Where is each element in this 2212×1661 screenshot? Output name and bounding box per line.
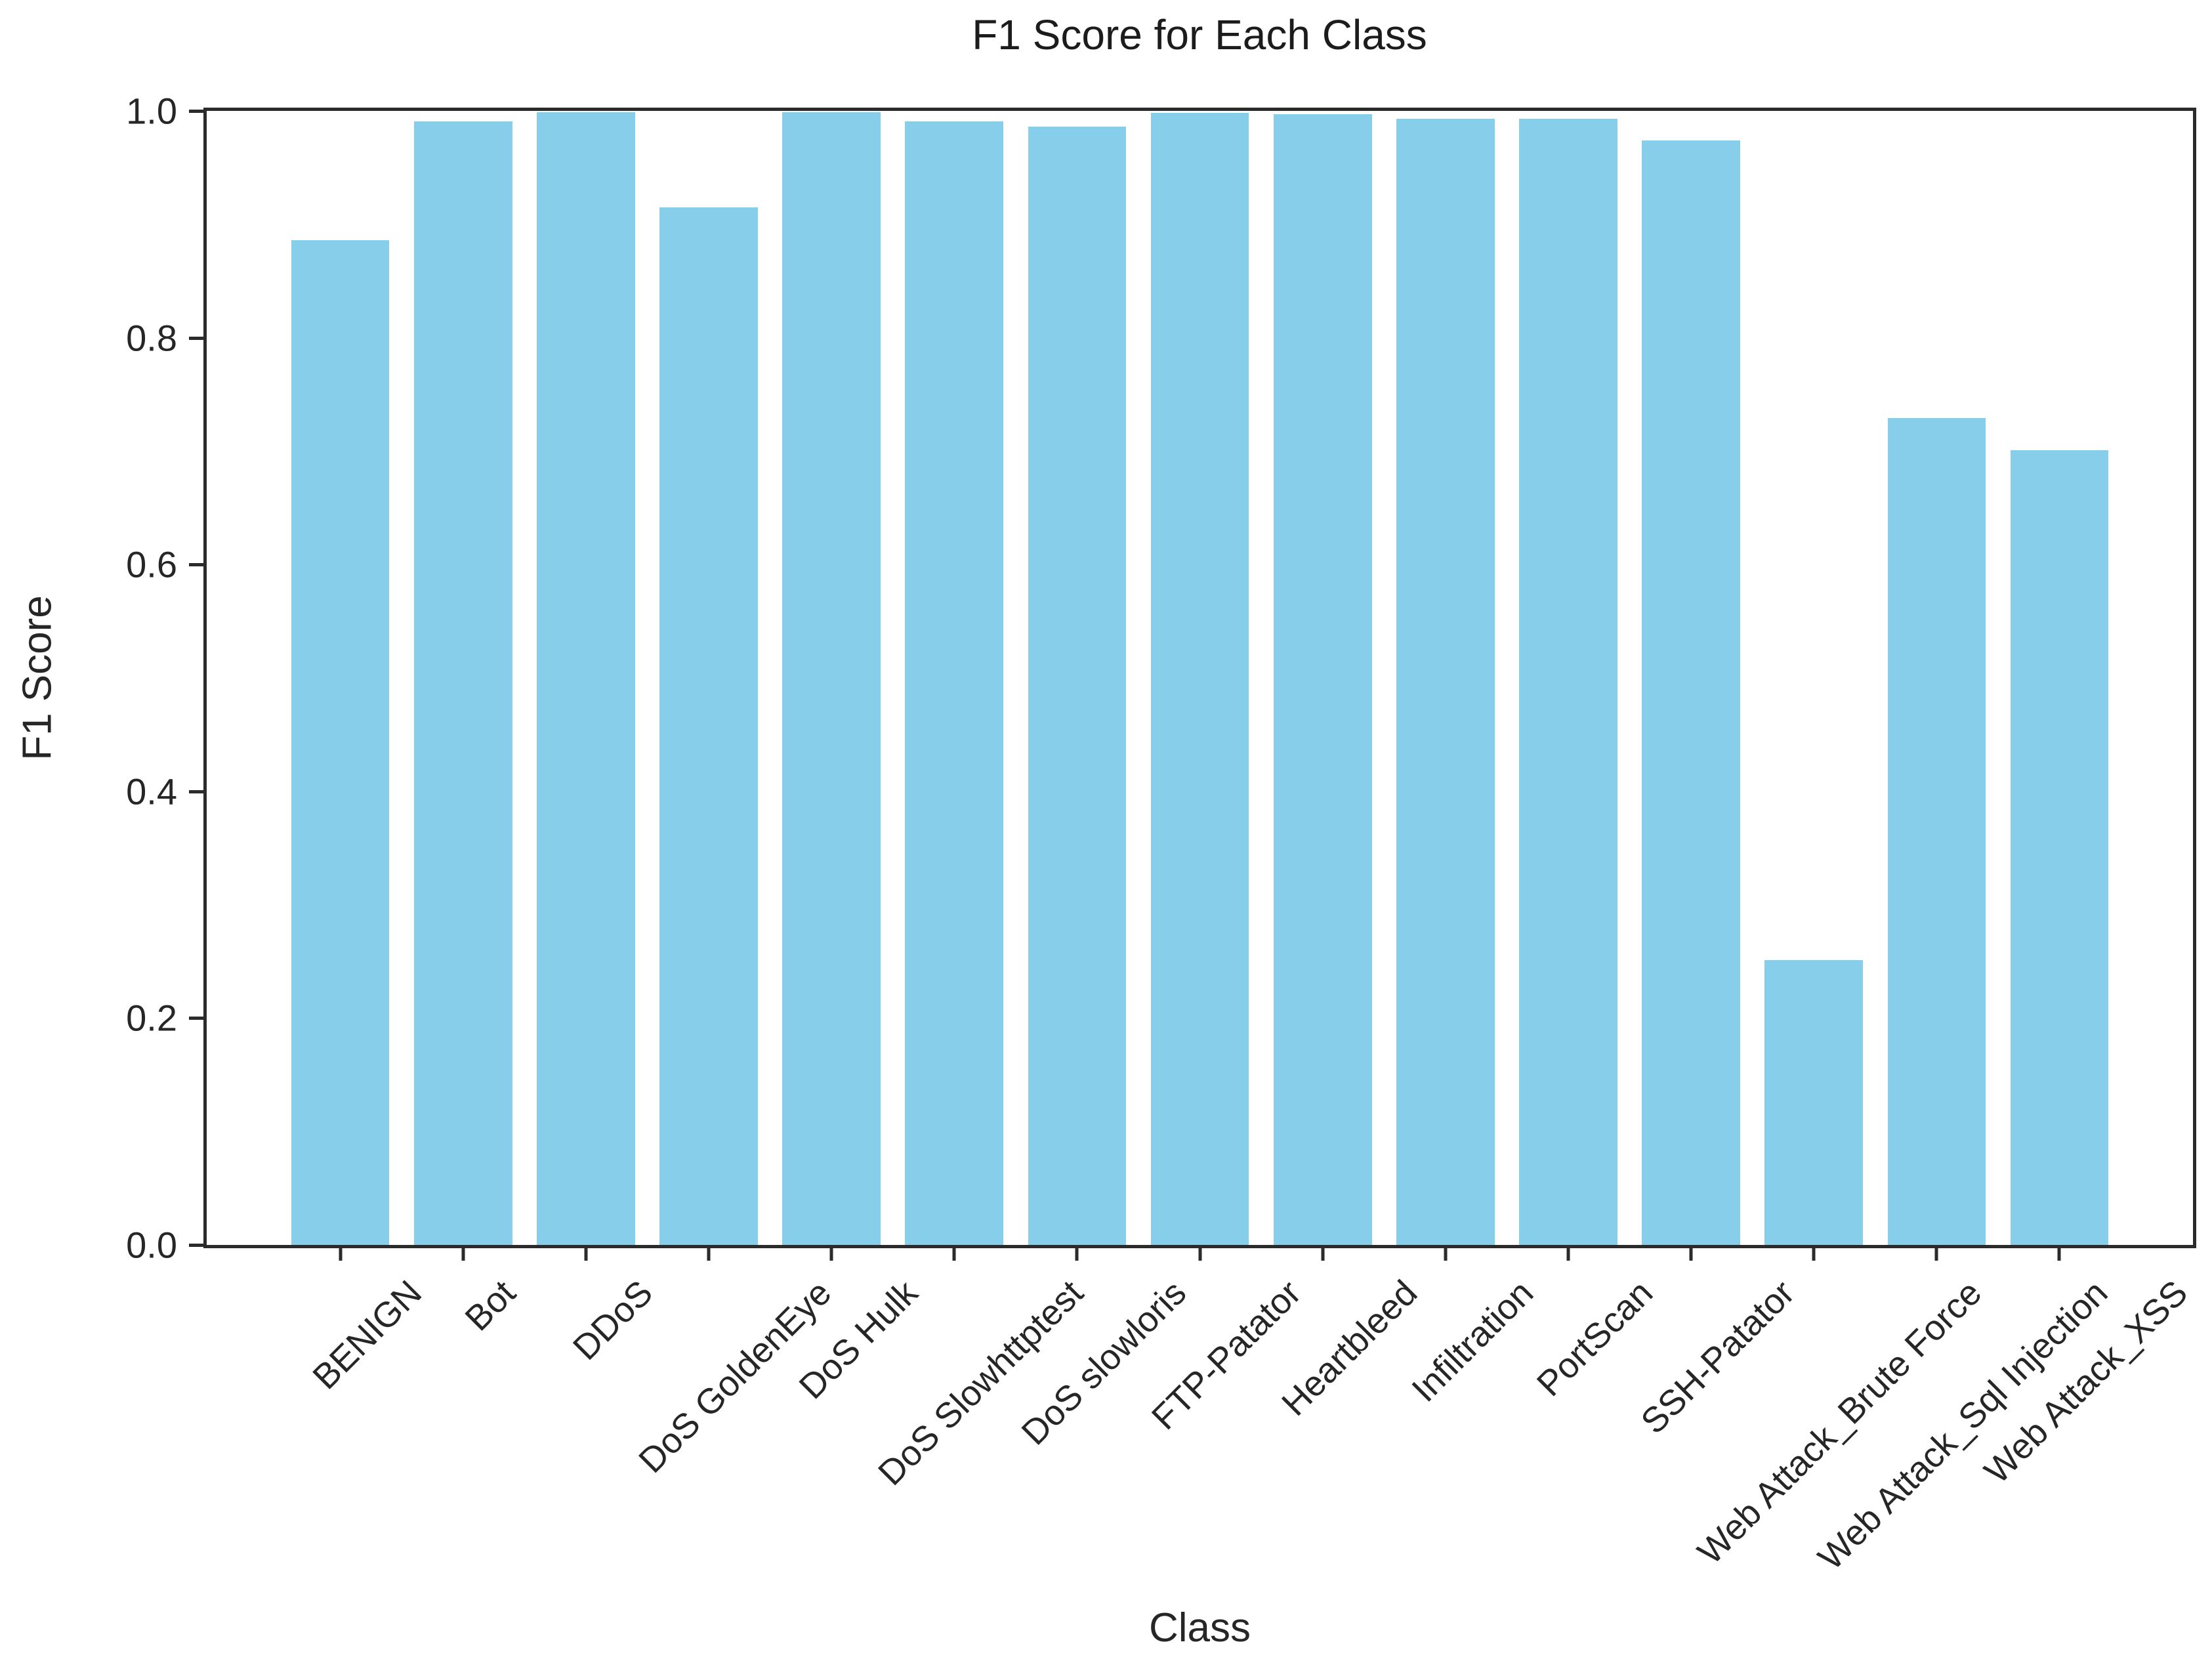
- y-tick-label-0.4: 0.4: [126, 770, 177, 812]
- x-tick-label-benign: BENIGN: [305, 1272, 430, 1397]
- bar-slot-web-attack-xss: [1998, 111, 2121, 1245]
- bar-slot-ftp-patator: [1138, 111, 1261, 1245]
- bar-slot-benign: [279, 111, 402, 1245]
- bar-slot-portscan: [1507, 111, 1629, 1245]
- x-tick-label-infiltration: Infiltration: [1404, 1272, 1541, 1410]
- bar-web-attack-xss: [2010, 450, 2109, 1245]
- bar-slot-dos-goldeneye: [647, 111, 770, 1245]
- bar-ddos: [537, 112, 635, 1245]
- chart-title: F1 Score for Each Class: [972, 11, 1427, 58]
- x-tick-mark-dos-goldeneye: [707, 1245, 711, 1261]
- y-axis-title: F1 Score: [14, 595, 60, 761]
- bar-heartbleed: [1273, 114, 1372, 1245]
- bar-web-attack-sql-injection: [1887, 418, 1986, 1245]
- x-axis-title: Class: [1148, 1605, 1251, 1650]
- bar-slot-dos-slowhttptest: [893, 111, 1016, 1245]
- x-tick-mark-web-attack-sql-injection: [1934, 1245, 1938, 1261]
- plot-area: 0.0 0.2 0.4 0.6 0.8 1.0 BENIGN Bot DDoS DoS Gold…: [15, 91, 2196, 1650]
- bar-infiltration: [1396, 119, 1495, 1245]
- y-tick-label-0.0: 0.0: [126, 1224, 177, 1266]
- bar-slot-web-attack-brute-force: [1753, 111, 1875, 1245]
- bar-web-attack-brute-force: [1764, 960, 1864, 1245]
- x-tick-mark-dos-hulk: [829, 1245, 833, 1261]
- y-tick-label-0.6: 0.6: [126, 543, 177, 585]
- bar-slot-dos-hulk: [770, 111, 893, 1245]
- bar-dos-hulk: [782, 112, 881, 1245]
- x-tick-mark-dos-slowloris: [1075, 1245, 1079, 1261]
- bar-slot-heartbleed: [1261, 111, 1384, 1245]
- x-tick-mark-infiltration: [1444, 1245, 1448, 1261]
- x-tick-mark-bot: [461, 1245, 465, 1261]
- bar-ssh-patator: [1642, 140, 1740, 1245]
- x-tick-mark-ssh-patator: [1689, 1245, 1693, 1261]
- bar-slot-web-attack-sql-injection: [1875, 111, 1998, 1245]
- bar-ftp-patator: [1150, 113, 1249, 1245]
- y-tick-label-1.0: 1.0: [126, 90, 177, 132]
- bar-bot: [413, 121, 512, 1245]
- x-tick-label-portscan: PortScan: [1530, 1272, 1661, 1404]
- y-tick-mark-0.6: [189, 563, 203, 567]
- bar-dos-slowhttptest: [905, 121, 1004, 1245]
- y-tick-mark-0.8: [189, 336, 203, 340]
- bar-dos-slowloris: [1028, 127, 1127, 1245]
- x-tick-mark-benign: [339, 1245, 343, 1261]
- x-tick-mark-ddos: [584, 1245, 588, 1261]
- bar-portscan: [1519, 119, 1617, 1245]
- bar-dos-goldeneye: [659, 207, 758, 1245]
- bar-slot-infiltration: [1384, 111, 1507, 1245]
- y-tick-mark-0.2: [189, 1017, 203, 1020]
- x-tick-mark-portscan: [1566, 1245, 1570, 1261]
- x-tick-mark-web-attack-brute-force: [1812, 1245, 1816, 1261]
- bar-slot-ssh-patator: [1630, 111, 1753, 1245]
- x-tick-mark-dos-slowhttptest: [952, 1245, 956, 1261]
- bar-benign: [291, 240, 390, 1245]
- bars-layer: [207, 111, 2193, 1245]
- y-tick-label-0.2: 0.2: [126, 997, 177, 1039]
- x-tick-mark-web-attack-xss: [2057, 1245, 2061, 1261]
- x-tick-label-ddos: DDoS: [566, 1272, 661, 1368]
- bar-slot-bot: [402, 111, 524, 1245]
- x-tick-label-ssh-patator: SSH-Patator: [1633, 1272, 1803, 1442]
- x-tick-mark-heartbleed: [1321, 1245, 1325, 1261]
- x-tick-label-bot: Bot: [457, 1272, 524, 1339]
- y-tick-mark-0.0: [189, 1244, 203, 1247]
- y-tick-label-0.8: 0.8: [126, 317, 177, 359]
- bar-slot-dos-slowloris: [1016, 111, 1138, 1245]
- bar-slot-ddos: [524, 111, 647, 1245]
- y-tick-mark-1.0: [189, 110, 203, 113]
- y-tick-mark-0.4: [189, 789, 203, 793]
- x-tick-mark-ftp-patator: [1198, 1245, 1201, 1261]
